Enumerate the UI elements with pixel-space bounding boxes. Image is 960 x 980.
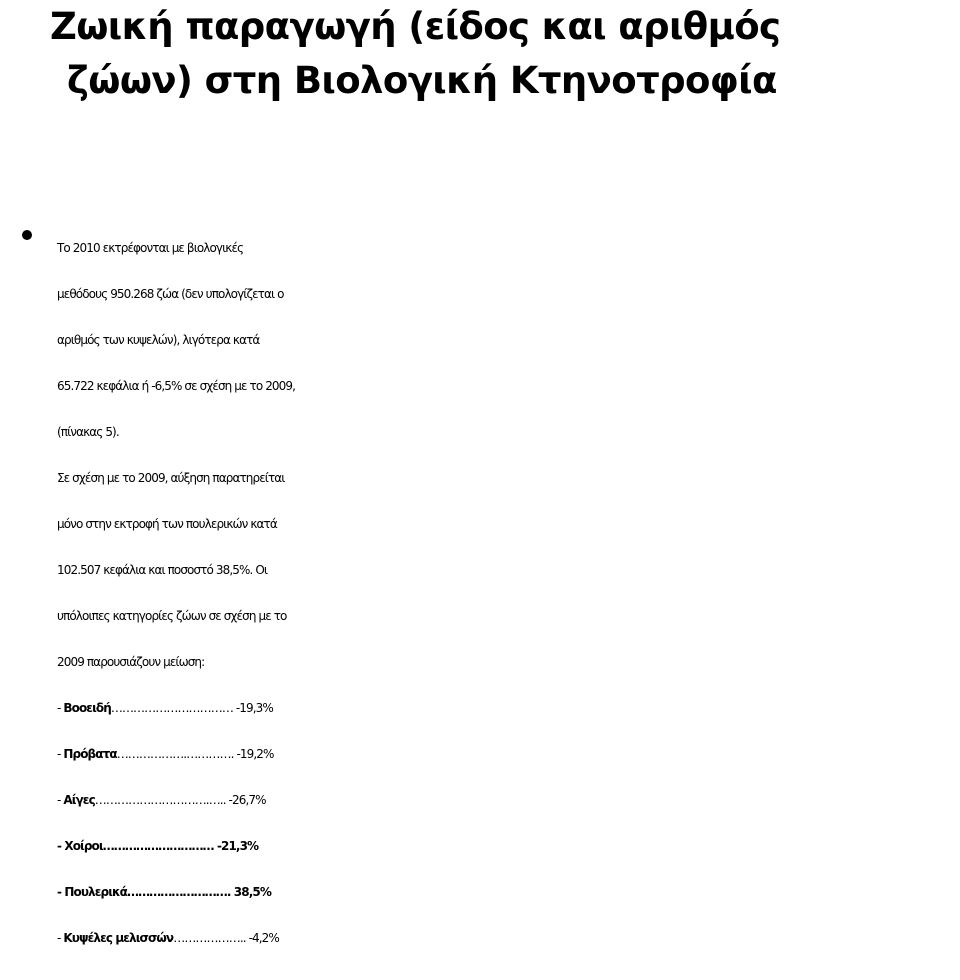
paragraph-line: Σε σχέση με το 2009, αύξηση παρατηρείται bbox=[57, 471, 285, 485]
item-leader: ………………………. bbox=[126, 885, 231, 899]
item-leader: ………………………… bbox=[102, 839, 215, 853]
item-name: Κυψέλες μελισσών bbox=[63, 931, 174, 945]
paragraph-line: υπόλοιπες κατηγορίες ζώων σε σχέση με το bbox=[57, 609, 287, 623]
category-item-goats: - Αίγες………………………….….. -26,7% bbox=[57, 777, 957, 823]
item-prefix: - bbox=[57, 793, 64, 807]
paragraph-line: αριθμός των κυψελών), λιγότερα κατά bbox=[57, 333, 260, 347]
paragraph-line: Το 2010 εκτρέφονται με βιολογικές bbox=[57, 241, 244, 255]
item-leader: ……………….…………. bbox=[116, 747, 235, 761]
category-item-sheep: - Πρόβατα……………….…………. -19,2% bbox=[57, 731, 957, 777]
item-value: -26,7% bbox=[225, 793, 267, 807]
item-prefix: - bbox=[57, 839, 65, 853]
paragraph-line: μεθόδους 950.268 ζώα (δεν υπολογίζεται ο bbox=[57, 287, 284, 301]
item-name: Πρόβατα bbox=[63, 747, 117, 761]
item-name: Βοοειδή bbox=[63, 701, 111, 715]
category-item-poultry: - Πουλερικά………………………. 38,5% bbox=[57, 869, 957, 915]
item-prefix: - bbox=[57, 931, 64, 945]
item-value: -19,3% bbox=[232, 701, 274, 715]
paragraph-line: μόνο στην εκτροφή των πουλερικών κατά bbox=[57, 517, 278, 531]
item-name: Αίγες bbox=[63, 793, 95, 807]
item-value: -21,3% bbox=[213, 839, 259, 853]
item-prefix: - bbox=[57, 885, 65, 899]
item-value: -19,2% bbox=[233, 747, 274, 761]
slide-title: Ζωική παραγωγή (είδος και αριθμός ζώων) … bbox=[50, 0, 950, 108]
item-leader: …………………………… bbox=[110, 701, 234, 715]
item-value: -4,2% bbox=[245, 931, 280, 945]
title-line-2: ζώων) στη Βιολογική Κτηνοτροφία bbox=[67, 59, 777, 102]
item-value: 38,5% bbox=[230, 885, 272, 899]
category-item-pigs: - Χοίροι………………………… -21,3% bbox=[57, 823, 957, 869]
item-leader: ……………….. bbox=[173, 931, 246, 945]
title-line-1: Ζωική παραγωγή (είδος και αριθμός bbox=[50, 5, 781, 48]
item-name: Πουλερικά bbox=[64, 885, 128, 899]
item-leader: ………………………….….. bbox=[94, 793, 227, 807]
bullet-paragraph: Το 2010 εκτρέφονται με βιολογικές μεθόδο… bbox=[57, 225, 957, 961]
item-prefix: - bbox=[57, 701, 64, 715]
category-item-cattle: - Βοοειδή…………………………… -19,3% bbox=[57, 685, 957, 731]
item-prefix: - bbox=[57, 747, 64, 761]
paragraph-line: 65.722 κεφάλια ή -6,5% σε σχέση με το 20… bbox=[57, 379, 296, 393]
paragraph-line: 102.507 κεφάλια και ποσοστό 38,5%. Οι bbox=[57, 563, 268, 577]
paragraph-line: 2009 παρουσιάζουν μείωση: bbox=[57, 655, 205, 669]
item-name: Χοίροι bbox=[64, 839, 103, 853]
category-item-beehives: - Κυψέλες μελισσών……………….. -4,2% bbox=[57, 915, 957, 961]
paragraph-line: (πίνακας 5). bbox=[57, 425, 120, 439]
bullet-icon bbox=[22, 230, 32, 240]
